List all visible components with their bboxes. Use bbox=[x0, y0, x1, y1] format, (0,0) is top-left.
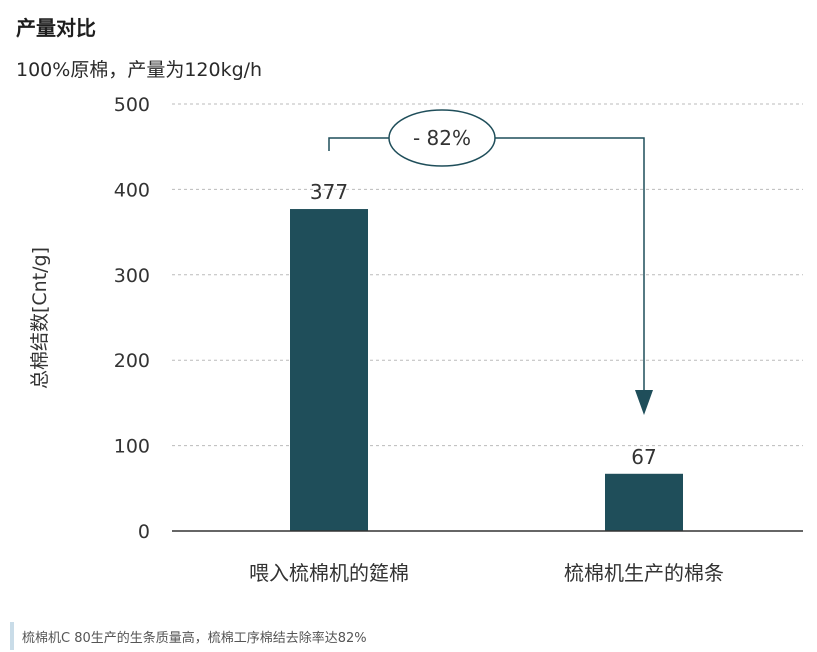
y-tick-label: 0 bbox=[138, 521, 150, 543]
x-axis-categories: 喂入梳棉机的筵棉 梳棉机生产的棉条 bbox=[249, 561, 724, 585]
x-category-label: 梳棉机生产的棉条 bbox=[564, 561, 724, 585]
arrow-head-icon bbox=[635, 390, 653, 415]
gridlines bbox=[172, 103, 803, 447]
y-tick-label: 300 bbox=[114, 265, 150, 287]
data-label: 377 bbox=[310, 180, 348, 204]
data-label: 67 bbox=[631, 445, 656, 469]
bars bbox=[290, 209, 683, 532]
reduction-arrow-line bbox=[328, 137, 645, 392]
caption-accent-bar bbox=[10, 622, 14, 650]
x-category-label: 喂入梳棉机的筵棉 bbox=[249, 561, 409, 585]
chart-title: 产量对比 bbox=[16, 16, 96, 40]
annotation-ellipse bbox=[388, 109, 496, 167]
y-tick-label: 500 bbox=[114, 94, 150, 116]
y-tick-label: 200 bbox=[114, 350, 150, 372]
caption-text: 梳棉机C 80生产的生条质量高，梳棉工序棉结去除率达82% bbox=[22, 631, 367, 646]
y-axis-label: 总棉结数[Cnt/g] bbox=[29, 247, 51, 389]
annotation-label: - 82% bbox=[413, 126, 471, 150]
reduction-annotation: - 82% bbox=[328, 109, 653, 415]
y-axis-ticks: 0 100 200 300 400 500 bbox=[114, 94, 150, 543]
y-tick-label: 400 bbox=[114, 179, 150, 201]
data-labels: 377 67 bbox=[310, 180, 657, 469]
bar bbox=[290, 209, 368, 532]
chart-subtitle: 100%原棉，产量为120kg/h bbox=[16, 59, 263, 81]
bar bbox=[605, 473, 683, 531]
y-tick-label: 100 bbox=[114, 436, 150, 458]
